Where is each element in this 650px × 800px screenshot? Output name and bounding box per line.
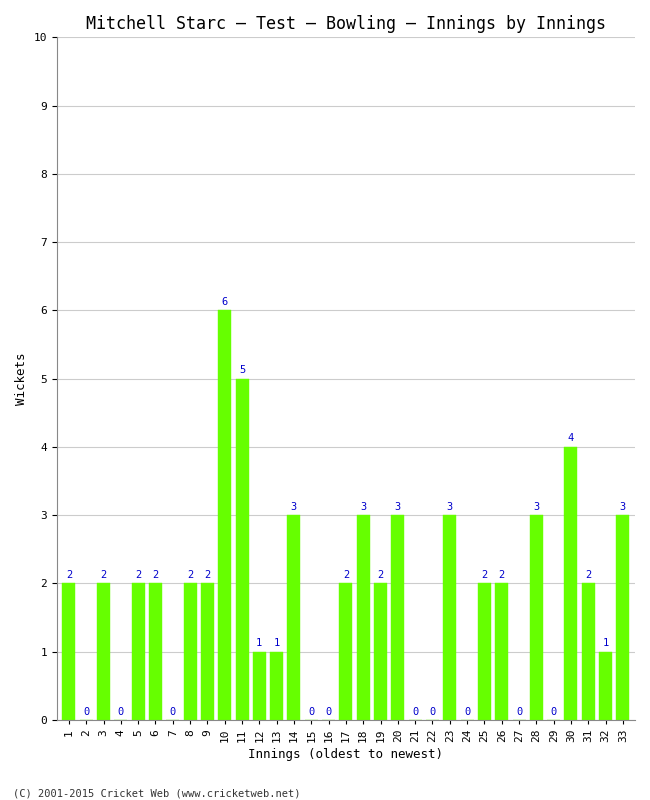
Text: 2: 2 bbox=[66, 570, 72, 580]
Bar bbox=[616, 515, 629, 720]
Text: 3: 3 bbox=[533, 502, 540, 512]
Text: 0: 0 bbox=[326, 706, 332, 717]
Text: 1: 1 bbox=[256, 638, 263, 648]
Bar bbox=[149, 583, 162, 720]
Bar bbox=[582, 583, 595, 720]
Text: 6: 6 bbox=[222, 297, 228, 307]
Text: (C) 2001-2015 Cricket Web (www.cricketweb.net): (C) 2001-2015 Cricket Web (www.cricketwe… bbox=[13, 788, 300, 798]
Text: 3: 3 bbox=[619, 502, 626, 512]
Text: 2: 2 bbox=[152, 570, 159, 580]
Bar bbox=[530, 515, 543, 720]
Bar bbox=[564, 447, 577, 720]
Text: 1: 1 bbox=[274, 638, 280, 648]
Bar bbox=[235, 378, 248, 720]
Text: 2: 2 bbox=[204, 570, 211, 580]
Bar bbox=[270, 652, 283, 720]
Bar bbox=[253, 652, 266, 720]
Text: 2: 2 bbox=[135, 570, 141, 580]
Text: 3: 3 bbox=[360, 502, 367, 512]
Bar bbox=[218, 310, 231, 720]
Bar bbox=[97, 583, 110, 720]
Bar bbox=[287, 515, 300, 720]
Text: 5: 5 bbox=[239, 366, 245, 375]
Text: 0: 0 bbox=[516, 706, 522, 717]
Text: 0: 0 bbox=[464, 706, 470, 717]
Text: 2: 2 bbox=[499, 570, 505, 580]
Bar bbox=[599, 652, 612, 720]
Y-axis label: Wickets: Wickets bbox=[15, 352, 28, 405]
Text: 0: 0 bbox=[118, 706, 124, 717]
Text: 3: 3 bbox=[291, 502, 297, 512]
Text: 4: 4 bbox=[568, 434, 574, 443]
Bar bbox=[132, 583, 145, 720]
Text: 2: 2 bbox=[585, 570, 592, 580]
Text: 0: 0 bbox=[308, 706, 315, 717]
Text: 0: 0 bbox=[412, 706, 418, 717]
Bar bbox=[391, 515, 404, 720]
Bar bbox=[201, 583, 214, 720]
Bar bbox=[478, 583, 491, 720]
Text: 0: 0 bbox=[83, 706, 89, 717]
Title: Mitchell Starc – Test – Bowling – Innings by Innings: Mitchell Starc – Test – Bowling – Inning… bbox=[86, 15, 606, 33]
Text: 3: 3 bbox=[447, 502, 453, 512]
Text: 2: 2 bbox=[187, 570, 193, 580]
X-axis label: Innings (oldest to newest): Innings (oldest to newest) bbox=[248, 748, 443, 761]
Text: 2: 2 bbox=[481, 570, 488, 580]
Bar bbox=[357, 515, 370, 720]
Bar bbox=[62, 583, 75, 720]
Bar bbox=[495, 583, 508, 720]
Text: 2: 2 bbox=[100, 570, 107, 580]
Text: 1: 1 bbox=[603, 638, 608, 648]
Bar bbox=[443, 515, 456, 720]
Text: 0: 0 bbox=[551, 706, 557, 717]
Text: 3: 3 bbox=[395, 502, 401, 512]
Text: 2: 2 bbox=[378, 570, 384, 580]
Bar bbox=[374, 583, 387, 720]
Text: 0: 0 bbox=[170, 706, 176, 717]
Bar bbox=[339, 583, 352, 720]
Text: 2: 2 bbox=[343, 570, 349, 580]
Bar bbox=[183, 583, 196, 720]
Text: 0: 0 bbox=[429, 706, 436, 717]
